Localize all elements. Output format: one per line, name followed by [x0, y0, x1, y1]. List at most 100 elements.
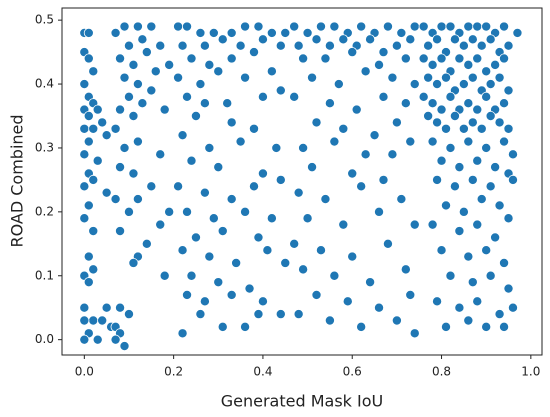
point: [467, 34, 478, 45]
point: [440, 321, 451, 332]
point: [83, 53, 94, 64]
point: [374, 302, 385, 313]
point: [418, 91, 429, 102]
point: [173, 72, 184, 83]
point: [155, 219, 166, 230]
point: [199, 40, 210, 51]
point: [79, 149, 90, 160]
point: [481, 321, 492, 332]
point: [365, 34, 376, 45]
point: [449, 34, 460, 45]
point: [186, 53, 197, 64]
point: [458, 79, 469, 90]
point: [97, 117, 108, 128]
point: [280, 27, 291, 38]
point: [436, 155, 447, 166]
point: [88, 174, 99, 185]
point: [257, 34, 268, 45]
point: [391, 315, 402, 326]
point: [338, 123, 349, 134]
point: [115, 226, 126, 237]
point: [311, 34, 322, 45]
point: [391, 117, 402, 128]
point: [315, 21, 326, 32]
point: [472, 155, 483, 166]
point: [440, 200, 451, 211]
point: [115, 162, 126, 173]
point: [128, 59, 139, 70]
point: [137, 34, 148, 45]
point: [347, 47, 358, 58]
point: [79, 334, 90, 345]
point: [507, 149, 518, 160]
point: [79, 123, 90, 134]
point: [101, 302, 112, 313]
point: [324, 98, 335, 109]
point: [173, 21, 184, 32]
point: [257, 168, 268, 179]
point: [79, 302, 90, 313]
x-tick-label: 0.4: [253, 365, 272, 379]
point: [507, 174, 518, 185]
point: [186, 270, 197, 281]
point: [177, 328, 188, 339]
y-tick-label: 0.4: [35, 77, 54, 91]
point: [476, 194, 487, 205]
point: [324, 40, 335, 51]
point: [409, 328, 420, 339]
y-tick-label: 0.3: [35, 140, 54, 154]
point: [440, 123, 451, 134]
point: [182, 289, 193, 300]
point: [83, 200, 94, 211]
point: [208, 213, 219, 224]
point: [257, 296, 268, 307]
point: [182, 91, 193, 102]
point: [333, 79, 344, 90]
point: [427, 136, 438, 147]
point: [445, 91, 456, 102]
point: [302, 27, 313, 38]
point: [231, 257, 242, 268]
x-tick-label: 1.0: [521, 365, 540, 379]
point: [115, 53, 126, 64]
point: [382, 238, 393, 249]
point: [427, 98, 438, 109]
point: [141, 47, 152, 58]
point: [405, 136, 416, 147]
point: [436, 245, 447, 256]
point: [204, 251, 215, 262]
point: [222, 98, 233, 109]
point: [195, 27, 206, 38]
point: [499, 136, 510, 147]
point: [449, 181, 460, 192]
point: [365, 277, 376, 288]
point: [213, 162, 224, 173]
point: [356, 21, 367, 32]
point: [432, 117, 443, 128]
point: [298, 53, 309, 64]
point: [503, 283, 514, 294]
point: [119, 341, 130, 352]
y-tick-label: 0.5: [35, 13, 54, 27]
point: [155, 40, 166, 51]
point: [418, 21, 429, 32]
plot-frame: [61, 7, 543, 356]
point: [83, 277, 94, 288]
point: [79, 181, 90, 192]
point: [432, 34, 443, 45]
point: [235, 40, 246, 51]
point: [360, 149, 371, 160]
point: [324, 315, 335, 326]
point: [454, 53, 465, 64]
point: [485, 181, 496, 192]
point: [217, 226, 228, 237]
point: [400, 264, 411, 275]
point: [123, 40, 134, 51]
point: [360, 66, 371, 77]
point: [463, 136, 474, 147]
point: [110, 194, 121, 205]
point: [481, 21, 492, 32]
point: [485, 34, 496, 45]
point: [423, 72, 434, 83]
point: [146, 21, 157, 32]
